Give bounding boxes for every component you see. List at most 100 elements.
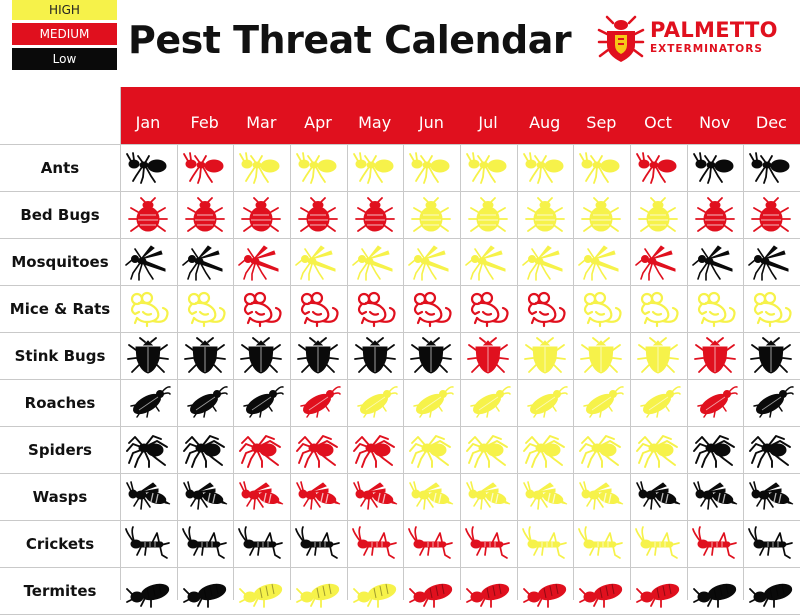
calendar-cell <box>233 379 289 426</box>
calendar-cell <box>517 473 573 520</box>
row-divider <box>0 238 800 239</box>
pest-label: Ants <box>40 159 80 177</box>
termite-icon <box>352 572 398 610</box>
column-divider <box>743 144 745 600</box>
calendar-cell <box>743 238 799 285</box>
calendar-cell <box>290 426 346 473</box>
calendar-cell <box>573 473 629 520</box>
row-divider <box>0 144 800 145</box>
pest-label: Roaches <box>24 394 96 412</box>
bed-bug-icon <box>522 196 568 234</box>
bed-bug-icon <box>578 196 624 234</box>
calendar-cell <box>743 379 799 426</box>
calendar-cell <box>347 238 403 285</box>
calendar-cell <box>403 426 459 473</box>
column-divider <box>176 144 178 600</box>
calendar-cell <box>177 285 233 332</box>
calendar-cell <box>403 473 459 520</box>
spider-icon <box>238 431 284 469</box>
wasp-icon <box>465 478 511 516</box>
calendar-cell <box>687 379 743 426</box>
calendar-cell <box>573 285 629 332</box>
spider-icon <box>125 431 171 469</box>
spider-icon <box>465 431 511 469</box>
calendar-cell <box>517 191 573 238</box>
mosquito-icon <box>238 243 284 281</box>
pest-label: Bed Bugs <box>20 206 100 224</box>
cricket-icon <box>238 525 284 563</box>
termite-icon <box>125 572 171 610</box>
ant-icon <box>352 149 398 187</box>
cricket-icon <box>748 525 794 563</box>
calendar-cell <box>290 332 346 379</box>
calendar-cell <box>573 238 629 285</box>
calendar-cell <box>460 426 516 473</box>
mouse-icon <box>748 290 794 328</box>
calendar-cell <box>177 332 233 379</box>
spider-icon <box>748 431 794 469</box>
calendar-cell <box>460 473 516 520</box>
stink-bug-icon <box>522 337 568 375</box>
calendar-cell <box>120 285 176 332</box>
calendar-cell <box>233 191 289 238</box>
mosquito-icon <box>635 243 681 281</box>
mosquito-icon <box>295 243 341 281</box>
pest-label: Spiders <box>28 441 92 459</box>
termite-icon <box>635 572 681 610</box>
calendar-cell <box>120 238 176 285</box>
calendar-cell <box>403 238 459 285</box>
mouse-icon <box>238 290 284 328</box>
column-divider <box>403 144 405 600</box>
cricket-icon <box>465 525 511 563</box>
legend-low: Low <box>12 48 117 70</box>
wasp-icon <box>635 478 681 516</box>
calendar-cell <box>687 285 743 332</box>
stink-bug-icon <box>295 337 341 375</box>
calendar-cell <box>233 285 289 332</box>
calendar-cell <box>743 191 799 238</box>
termite-icon <box>182 572 228 610</box>
roach-icon <box>465 384 511 422</box>
cricket-icon <box>522 525 568 563</box>
calendar-cell <box>403 285 459 332</box>
calendar-cell <box>517 144 573 191</box>
calendar-cell <box>573 191 629 238</box>
calendar-cell <box>290 144 346 191</box>
termite-icon <box>522 572 568 610</box>
pest-label: Crickets <box>25 535 95 553</box>
row-divider <box>0 473 800 474</box>
row-divider <box>0 426 800 427</box>
calendar-cell <box>743 285 799 332</box>
calendar-cell <box>517 238 573 285</box>
termite-icon <box>692 572 738 610</box>
roach-icon <box>295 384 341 422</box>
month-header-jul: Jul <box>478 113 498 132</box>
spider-icon <box>522 431 568 469</box>
calendar-cell <box>687 332 743 379</box>
calendar-cell <box>177 238 233 285</box>
column-divider <box>686 144 688 600</box>
calendar-cell <box>177 144 233 191</box>
column-divider <box>573 144 575 600</box>
row-divider <box>0 285 800 286</box>
spider-icon <box>578 431 624 469</box>
spider-icon <box>692 431 738 469</box>
calendar-cell <box>120 332 176 379</box>
logo-name: PALMETTO <box>650 18 778 42</box>
calendar-cell <box>177 426 233 473</box>
wasp-icon <box>352 478 398 516</box>
column-divider <box>233 144 235 600</box>
header-divider <box>120 87 121 144</box>
month-header-mar: Mar <box>246 113 277 132</box>
calendar-cell <box>630 473 686 520</box>
stink-bug-icon <box>182 337 228 375</box>
legend-high: HIGH <box>12 0 117 20</box>
bed-bug-icon <box>125 196 171 234</box>
mosquito-icon <box>182 243 228 281</box>
calendar-cell <box>347 285 403 332</box>
calendar-cell <box>120 191 176 238</box>
legend-medium: MEDIUM <box>12 23 117 45</box>
bed-bug-icon <box>635 196 681 234</box>
month-header-jan: Jan <box>135 113 161 132</box>
cricket-icon <box>408 525 454 563</box>
